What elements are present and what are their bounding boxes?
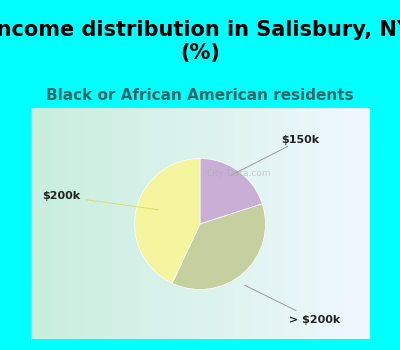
Text: > $200k: > $200k	[245, 285, 340, 324]
Text: City-Data.com: City-Data.com	[207, 169, 272, 178]
Wedge shape	[134, 159, 200, 283]
Text: $150k: $150k	[232, 135, 319, 175]
Text: $200k: $200k	[42, 191, 159, 210]
Text: Income distribution in Salisbury, NY
(%): Income distribution in Salisbury, NY (%)	[0, 20, 400, 63]
Wedge shape	[200, 159, 262, 224]
Wedge shape	[172, 204, 266, 289]
Text: Black or African American residents: Black or African American residents	[46, 88, 354, 103]
